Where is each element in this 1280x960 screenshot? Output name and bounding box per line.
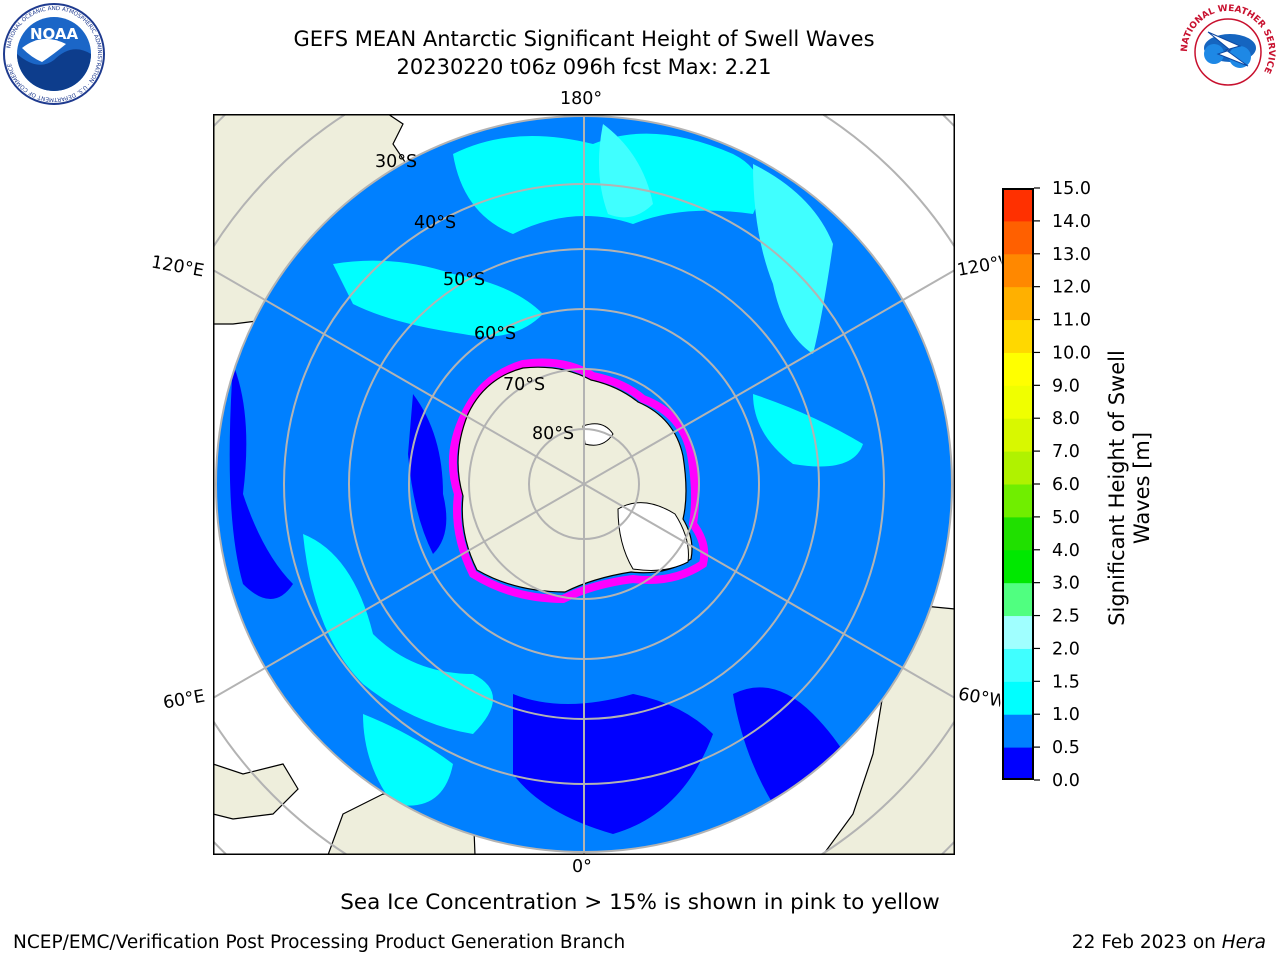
lat-label-70s: 70°S: [503, 375, 546, 395]
graticule: [213, 114, 955, 855]
stamp-machine: Hera: [1221, 932, 1266, 953]
noaa-logo: NOAA NATIONAL OCEANIC AND ATMOSPHERIC AD…: [3, 3, 105, 105]
colorbar-segment: [1002, 681, 1034, 715]
map-frame: [213, 114, 955, 855]
chart-subtitle: 20230220 t06z 096h fcst Max: 2.21: [396, 55, 772, 79]
lon-label-120e: 120°E: [149, 252, 206, 282]
colorbar-tick-label: 15.0: [1052, 180, 1091, 199]
colorbar-segment: [1002, 220, 1034, 255]
colorbar-tick-label: 9.0: [1052, 376, 1080, 396]
colorbar-tick-label: 4.0: [1052, 541, 1080, 561]
lat-label-30s: 30°S: [375, 152, 418, 172]
colorbar: [1002, 188, 1034, 780]
colorbar-segment: [1002, 451, 1034, 485]
colorbar-segment: [1002, 516, 1034, 551]
colorbar-segment: [1002, 319, 1034, 353]
colorbar-label: Significant Height of Swell Waves [m]: [1105, 350, 1154, 626]
lon-label-60w: 60°W: [956, 684, 1003, 712]
colorbar-segment: [1002, 484, 1034, 518]
colorbar-segment: [1002, 549, 1034, 584]
colorbar-segment: [1002, 188, 1034, 222]
colorbar-tick-label: 3.0: [1052, 574, 1080, 594]
colorbar-tick-label: 13.0: [1052, 245, 1091, 265]
lat-label-60s: 60°S: [474, 324, 517, 344]
chart-title: GEFS MEAN Antarctic Significant Height o…: [293, 27, 875, 51]
colorbar-tick-label: 8.0: [1052, 409, 1080, 429]
date-stamp: 22 Feb 2023 on Hera: [1072, 932, 1266, 953]
colorbar-tick-label: 11.0: [1052, 311, 1091, 331]
colorbar-segment: [1002, 615, 1034, 649]
colorbar-segment: [1002, 286, 1034, 321]
colorbar-segment: [1002, 648, 1034, 682]
lon-label-120w: 120°W: [955, 253, 1004, 281]
lon-label-180: 180°: [560, 89, 603, 109]
colorbar-segment: [1002, 714, 1034, 748]
colorbar-tick-label: 7.0: [1052, 442, 1080, 462]
sea-ice-footnote: Sea Ice Concentration > 15% is shown in …: [340, 890, 940, 915]
lat-label-40s: 40°S: [414, 213, 457, 233]
colorbar-frame: [1002, 188, 1034, 780]
colorbar-tick-label: 0.0: [1052, 771, 1080, 790]
colorbar-tick-label: 12.0: [1052, 278, 1091, 298]
lat-label-80s: 80°S: [532, 424, 575, 444]
stamp-date: 22 Feb 2023 on: [1071, 932, 1216, 953]
colorbar-tick-label: 1.0: [1052, 705, 1080, 725]
colorbar-tick-label: 1.5: [1052, 672, 1080, 692]
colorbar-tick-label: 6.0: [1052, 475, 1080, 495]
noaa-logo-text: NOAA: [30, 25, 79, 43]
colorbar-tick-label: 10.0: [1052, 343, 1091, 363]
colorbar-ticks: 0.0 0.5 1.0 1.5 2.0 2.5 3.0 4.0 5.0 6.0 7.0 8.0 9.0 1…: [1034, 180, 1091, 790]
credit-line: NCEP/EMC/Verification Post Processing Pr…: [13, 932, 626, 953]
colorbar-tick-label: 14.0: [1052, 212, 1091, 232]
lon-label-60e: 60°E: [161, 686, 207, 714]
colorbar-segment: [1002, 352, 1034, 386]
lon-label-0: 0°: [572, 857, 592, 877]
colorbar-segment: [1002, 385, 1034, 419]
colorbar-segment: [1002, 253, 1034, 288]
colorbar-tick-label: 2.0: [1052, 639, 1080, 659]
nws-logo: NATIONAL WEATHER SERVICE: [1180, 4, 1276, 100]
colorbar-segment: [1002, 582, 1034, 617]
colorbar-tick-label: 5.0: [1052, 508, 1080, 528]
polar-map: [213, 114, 955, 855]
lat-label-50s: 50°S: [443, 270, 486, 290]
colorbar-segment: [1002, 747, 1034, 780]
colorbar-tick-label: 2.5: [1052, 607, 1080, 627]
colorbar-tick-label: 0.5: [1052, 738, 1080, 758]
colorbar-segment: [1002, 418, 1034, 452]
